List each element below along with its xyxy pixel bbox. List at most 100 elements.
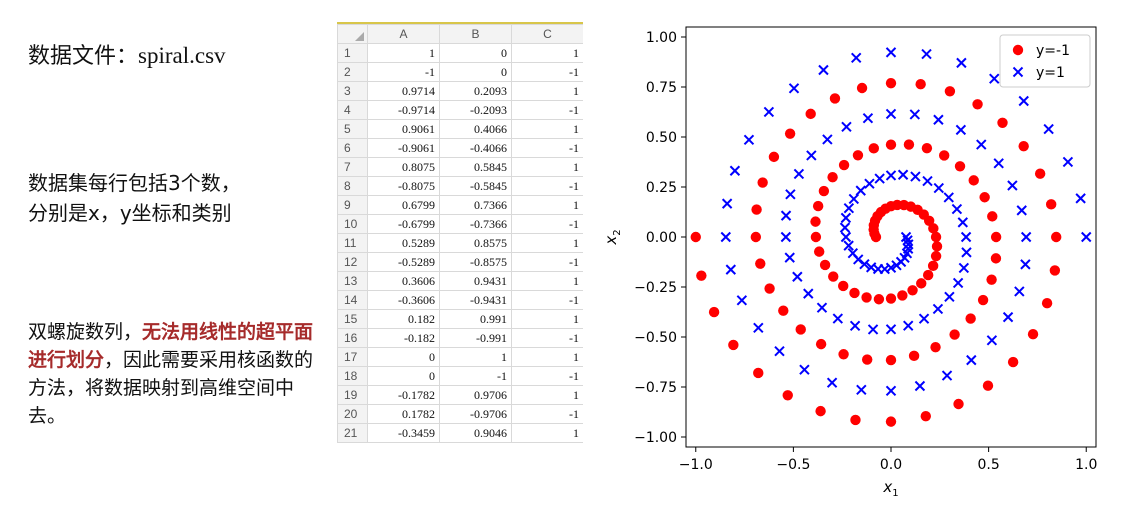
- row-number[interactable]: 1: [337, 43, 368, 63]
- table-cell[interactable]: 1: [511, 271, 583, 291]
- x-tick-label: −0.5: [776, 457, 810, 473]
- data-point-neg: [928, 223, 939, 234]
- table-cell[interactable]: 0.991: [439, 309, 512, 329]
- table-cell[interactable]: 1: [367, 43, 440, 63]
- table-cell[interactable]: 0.9061: [367, 119, 440, 139]
- table-cell[interactable]: -0.5289: [367, 252, 440, 272]
- table-cell[interactable]: 0.5845: [439, 157, 512, 177]
- row-number[interactable]: 8: [337, 176, 368, 196]
- table-cell[interactable]: -1: [367, 62, 440, 82]
- row-number[interactable]: 20: [337, 404, 368, 424]
- row-number[interactable]: 9: [337, 195, 368, 215]
- row-number[interactable]: 15: [337, 309, 368, 329]
- row-number[interactable]: 2: [337, 62, 368, 82]
- table-cell[interactable]: 1: [511, 233, 583, 253]
- row-number[interactable]: 13: [337, 271, 368, 291]
- table-cell[interactable]: 1: [511, 157, 583, 177]
- table-cell[interactable]: 0.5289: [367, 233, 440, 253]
- row-number[interactable]: 10: [337, 214, 368, 234]
- table-cell[interactable]: -0.1782: [367, 385, 440, 405]
- table-cell[interactable]: 0.9046: [439, 423, 512, 443]
- table-cell[interactable]: 0.8075: [367, 157, 440, 177]
- table-cell[interactable]: 0.6799: [367, 195, 440, 215]
- table-cell[interactable]: 0: [367, 347, 440, 367]
- table-cell[interactable]: 1: [511, 195, 583, 215]
- table-cell[interactable]: -0.8575: [439, 252, 512, 272]
- data-point-neg: [696, 270, 707, 281]
- row-number[interactable]: 6: [337, 138, 368, 158]
- data-point-pos: [951, 203, 963, 215]
- table-cell[interactable]: -1: [511, 138, 583, 158]
- table-cell[interactable]: 0.4066: [439, 119, 512, 139]
- data-point-neg: [1045, 199, 1057, 210]
- row-number[interactable]: 4: [337, 100, 368, 120]
- table-cell[interactable]: 0.9714: [367, 81, 440, 101]
- data-point-neg: [968, 175, 979, 186]
- table-cell[interactable]: 0: [439, 43, 512, 63]
- table-cell[interactable]: -0.9706: [439, 404, 512, 424]
- table-cell[interactable]: 1: [511, 385, 583, 405]
- table-cell[interactable]: 0.9706: [439, 385, 512, 405]
- row-number[interactable]: 18: [337, 366, 368, 386]
- note-highlight: 无法用线性的超平面进行划分: [28, 321, 314, 371]
- table-cell[interactable]: -1: [511, 328, 583, 348]
- table-cell[interactable]: 1: [511, 81, 583, 101]
- row-number[interactable]: 21: [337, 423, 368, 443]
- table-cell[interactable]: -1: [511, 62, 583, 82]
- table-cell[interactable]: 0: [367, 366, 440, 386]
- row-number[interactable]: 19: [337, 385, 368, 405]
- row-number[interactable]: 14: [337, 290, 368, 310]
- column-header[interactable]: C: [511, 24, 583, 44]
- table-cell[interactable]: 1: [511, 119, 583, 139]
- table-cell[interactable]: -1: [511, 404, 583, 424]
- table-cell[interactable]: -1: [511, 176, 583, 196]
- table-cell[interactable]: 1: [511, 423, 583, 443]
- table-cell[interactable]: -1: [439, 366, 512, 386]
- table-cell[interactable]: -0.2093: [439, 100, 512, 120]
- data-point-pos: [1020, 259, 1031, 270]
- table-cell[interactable]: -0.3606: [367, 290, 440, 310]
- table-cell[interactable]: 0.3606: [367, 271, 440, 291]
- row-number[interactable]: 12: [337, 252, 368, 272]
- table-cell[interactable]: 0.1782: [367, 404, 440, 424]
- table-cell[interactable]: -0.7366: [439, 214, 512, 234]
- row-number[interactable]: 16: [337, 328, 368, 348]
- row-number[interactable]: 3: [337, 81, 368, 101]
- table-cell[interactable]: -0.5845: [439, 176, 512, 196]
- table-cell[interactable]: -0.9714: [367, 100, 440, 120]
- table-cell[interactable]: 0.182: [367, 309, 440, 329]
- column-header[interactable]: B: [439, 24, 512, 44]
- table-cell[interactable]: -0.9431: [439, 290, 512, 310]
- row-number[interactable]: 7: [337, 157, 368, 177]
- table-cell[interactable]: -1: [511, 214, 583, 234]
- table-cell[interactable]: -1: [511, 100, 583, 120]
- data-point-pos: [856, 384, 867, 395]
- table-cell[interactable]: -0.182: [367, 328, 440, 348]
- data-point-neg: [930, 250, 942, 262]
- table-cell[interactable]: -0.8075: [367, 176, 440, 196]
- file-name: spiral.csv: [138, 43, 226, 68]
- table-cell[interactable]: 1: [511, 43, 583, 63]
- row-number[interactable]: 17: [337, 347, 368, 367]
- table-cell[interactable]: -0.4066: [439, 138, 512, 158]
- column-header[interactable]: A: [367, 24, 440, 44]
- select-all-corner[interactable]: [337, 24, 368, 44]
- table-cell[interactable]: 0: [439, 62, 512, 82]
- row-number[interactable]: 11: [337, 233, 368, 253]
- table-cell[interactable]: -0.3459: [367, 423, 440, 443]
- data-point-pos: [848, 193, 860, 205]
- table-cell[interactable]: 0.9431: [439, 271, 512, 291]
- table-cell[interactable]: -1: [511, 252, 583, 272]
- table-cell[interactable]: 1: [511, 347, 583, 367]
- table-cell[interactable]: -1: [511, 366, 583, 386]
- table-cell[interactable]: -0.6799: [367, 214, 440, 234]
- table-cell[interactable]: 0.8575: [439, 233, 512, 253]
- table-cell[interactable]: 0.2093: [439, 81, 512, 101]
- table-cell[interactable]: -0.991: [439, 328, 512, 348]
- table-cell[interactable]: -1: [511, 290, 583, 310]
- table-cell[interactable]: 1: [439, 347, 512, 367]
- table-cell[interactable]: 1: [511, 309, 583, 329]
- row-number[interactable]: 5: [337, 119, 368, 139]
- table-cell[interactable]: -0.9061: [367, 138, 440, 158]
- table-cell[interactable]: 0.7366: [439, 195, 512, 215]
